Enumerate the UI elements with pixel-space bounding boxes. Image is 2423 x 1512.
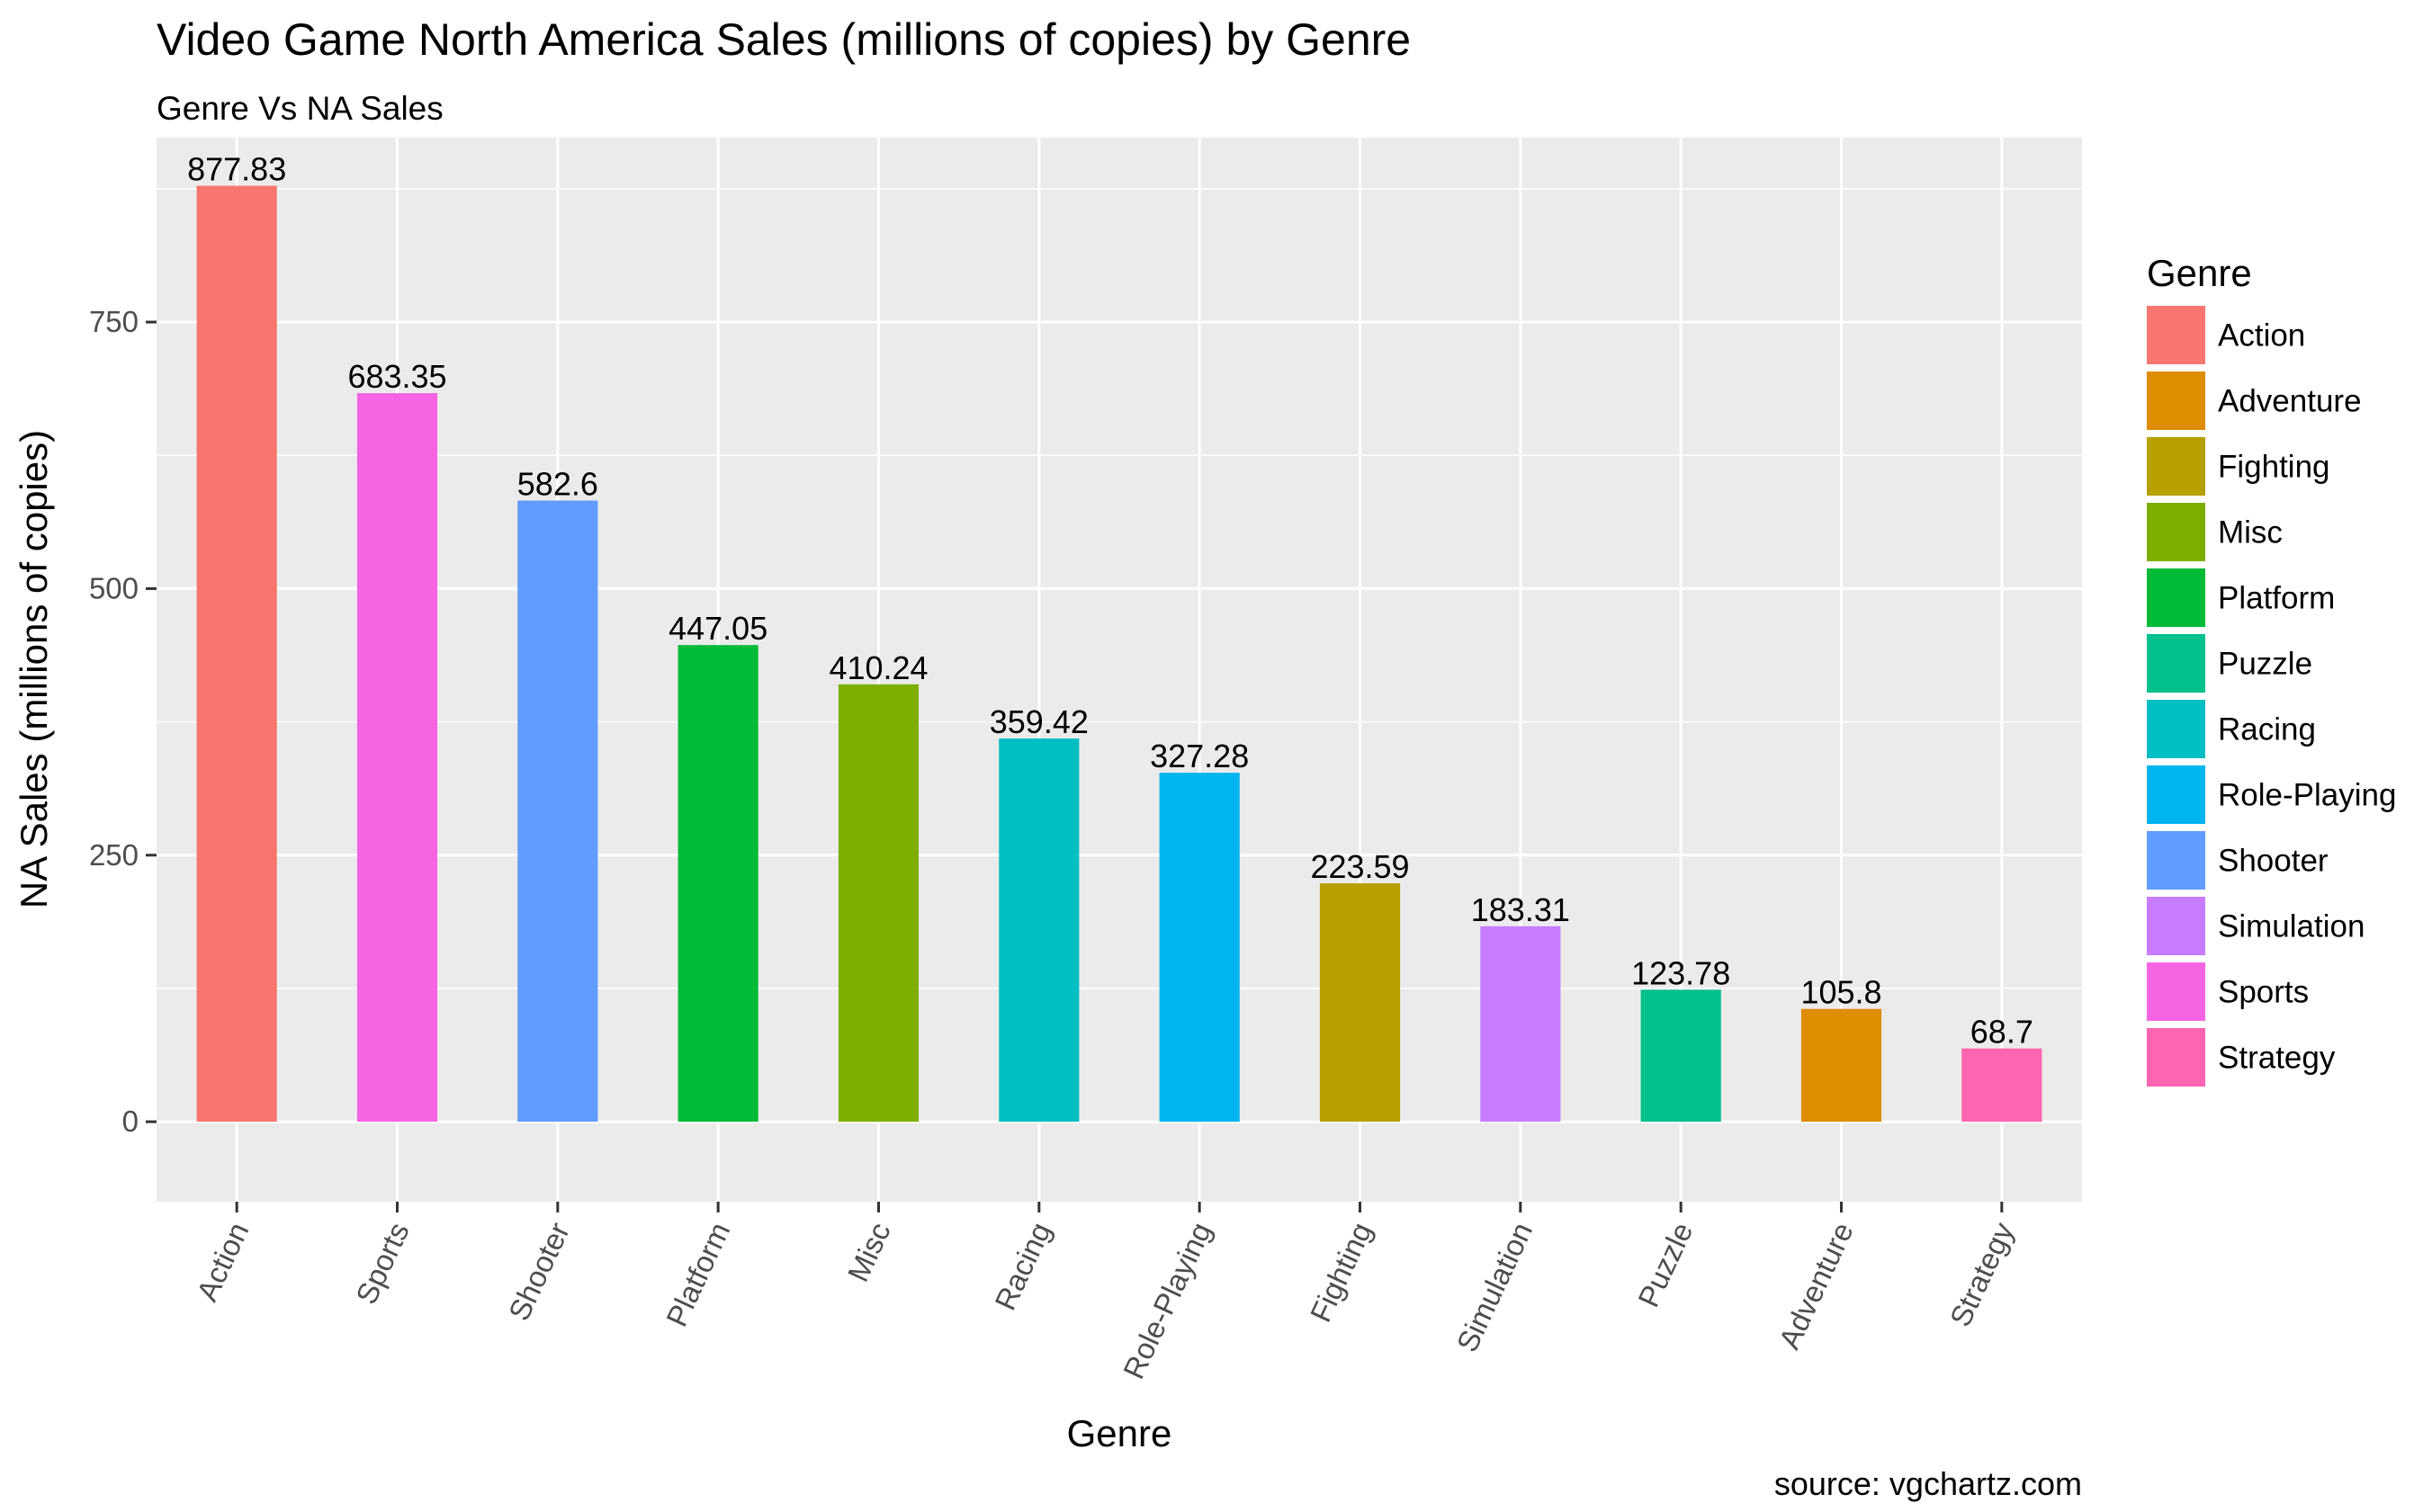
legend-key-racing	[2147, 700, 2205, 758]
legend-label-racing: Racing	[2218, 712, 2316, 747]
legend-key-platform	[2147, 568, 2205, 627]
legend-key-strategy	[2147, 1028, 2205, 1087]
bar-simulation	[1480, 926, 1561, 1123]
bar-fighting	[1319, 883, 1401, 1123]
y-axis: 0 250 500 750	[89, 305, 157, 1138]
legend-key-puzzle	[2147, 634, 2205, 693]
legend-label-sports: Sports	[2218, 975, 2309, 1010]
x-tick-label: Sports	[349, 1217, 416, 1309]
legend-key-role-playing	[2147, 765, 2205, 824]
data-label-shooter: 582.6	[517, 466, 598, 503]
x-tick-label: Misc	[841, 1217, 897, 1286]
legend-label-shooter: Shooter	[2218, 844, 2329, 879]
x-tick-label: Fighting	[1304, 1217, 1378, 1327]
data-label-racing: 359.42	[990, 703, 1089, 740]
data-label-sports: 683.35	[347, 358, 446, 395]
y-tick-label: 750	[89, 305, 139, 338]
y-tick-label: 500	[89, 571, 139, 604]
y-axis-title: NA Sales (millions of copies)	[13, 430, 55, 908]
legend-key-action	[2147, 306, 2205, 364]
legend-title: Genre	[2147, 252, 2252, 294]
bar-sports	[356, 393, 438, 1123]
bar-action	[196, 185, 277, 1123]
legend-key-shooter	[2147, 831, 2205, 890]
legend-key-misc	[2147, 503, 2205, 561]
legend-label-misc: Misc	[2218, 515, 2283, 550]
data-label-misc: 410.24	[829, 649, 928, 686]
bar-racing	[999, 738, 1080, 1123]
x-axis-title: Genre	[1067, 1412, 1172, 1454]
y-tick-label: 0	[122, 1105, 139, 1138]
x-tick-label: Shooter	[502, 1217, 576, 1325]
legend-label-puzzle: Puzzle	[2218, 647, 2312, 682]
y-tick-label: 250	[89, 838, 139, 872]
legend-label-strategy: Strategy	[2218, 1041, 2336, 1076]
x-tick-label: Action	[190, 1217, 255, 1306]
bar-platform	[678, 645, 758, 1123]
legend-key-adventure	[2147, 371, 2205, 430]
data-label-action: 877.83	[187, 151, 286, 188]
legend-key-fighting	[2147, 437, 2205, 496]
legend-label-platform: Platform	[2218, 581, 2335, 616]
x-tick-label: Puzzle	[1631, 1217, 1699, 1311]
legend-key-simulation	[2147, 897, 2205, 955]
data-label-fighting: 223.59	[1310, 848, 1409, 885]
x-tick-label: Racing	[988, 1217, 1057, 1315]
legend-key-sports	[2147, 962, 2205, 1021]
data-label-strategy: 68.7	[1970, 1014, 2033, 1051]
bars	[196, 185, 2042, 1123]
bar-puzzle	[1640, 989, 1721, 1123]
x-axis: Action Sports Shooter Platform Misc Racing Rol…	[190, 1202, 2020, 1384]
bar-adventure	[1800, 1008, 1882, 1123]
x-tick-label: Adventure	[1772, 1217, 1860, 1354]
x-tick-label: Strategy	[1943, 1217, 2021, 1331]
data-label-puzzle: 123.78	[1631, 954, 1730, 991]
source-caption: source: vgchartz.com	[1774, 1465, 2082, 1502]
data-label-platform: 447.05	[669, 610, 767, 647]
legend: Genre Action Adventure Fighting Misc Platfor…	[2147, 252, 2396, 1087]
x-tick-label: Platform	[660, 1217, 736, 1331]
data-label-simulation: 183.31	[1471, 891, 1570, 928]
legend-label-fighting: Fighting	[2218, 450, 2330, 485]
x-tick-label: Simulation	[1450, 1217, 1539, 1356]
bar-misc	[838, 684, 920, 1123]
data-label-adventure: 105.8	[1800, 974, 1881, 1011]
legend-label-role-playing: Role-Playing	[2218, 778, 2396, 813]
x-tick-label: Role-Playing	[1117, 1217, 1218, 1383]
bar-role-playing	[1159, 773, 1240, 1123]
legend-label-action: Action	[2218, 318, 2305, 353]
data-label-role-playing: 327.28	[1150, 738, 1249, 774]
legend-label-adventure: Adventure	[2218, 384, 2362, 419]
bar-shooter	[517, 500, 598, 1123]
legend-label-simulation: Simulation	[2218, 909, 2365, 944]
chart-subtitle: Genre Vs NA Sales	[157, 90, 444, 127]
bar-strategy	[1961, 1048, 2042, 1123]
data-labels: 877.83 683.35 582.6 447.05 410.24 359.42 327.2…	[187, 151, 2033, 1051]
chart-title: Video Game North America Sales (millions…	[157, 14, 1411, 65]
plot-panel	[157, 138, 2082, 1202]
